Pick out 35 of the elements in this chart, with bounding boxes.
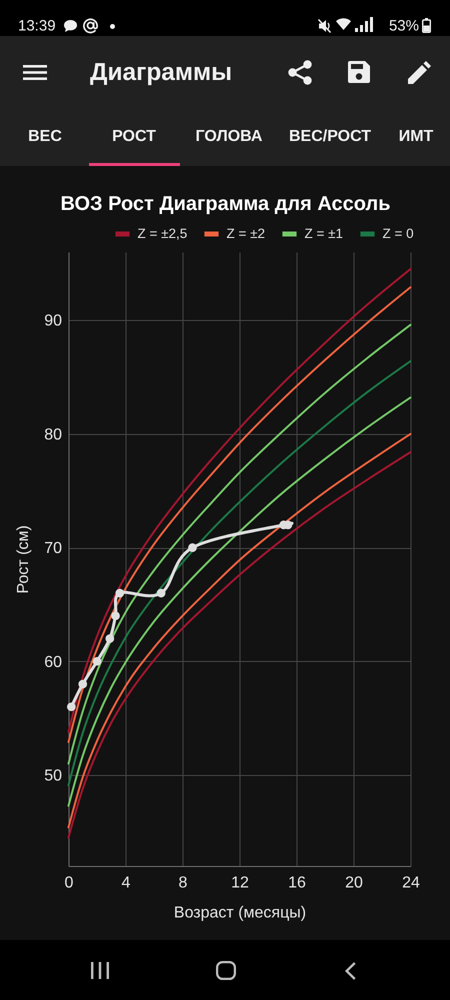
point [188,543,197,552]
text: 13:39 [18,18,56,34]
x-tick-label: 4 [122,874,131,892]
x-tick-label: 0 [64,874,74,892]
point [105,634,114,643]
x-axis-title: Возраст (месяцы) [174,904,306,922]
point [67,702,76,712]
legend-label: Z = ±2,5 [138,226,188,241]
text: РОСТ [112,128,156,145]
x-tick-label: 16 [288,874,306,892]
text: ВЕС/РОСТ [288,128,372,145]
x-tick-label: 24 [402,874,420,892]
text: ГОЛОВА [196,128,262,145]
y-tick-label: 60 [44,654,62,671]
y-tick-label: 50 [44,768,62,785]
text: 53% [388,18,419,34]
point [115,588,124,598]
y-axis-title: Рост (см) [15,525,32,594]
text: ИМТ [398,128,434,145]
x-tick-label: 12 [231,874,249,892]
legend-label: Z = 0 [382,226,414,241]
text: ВЕС [28,128,62,145]
legend-label: Z = ±2 [226,226,266,241]
point [92,657,102,666]
text: Диаграммы [90,58,232,86]
y-tick-label: 70 [44,540,62,558]
point [111,612,120,620]
point [78,680,88,688]
x-tick-label: 8 [178,874,188,892]
chart-title: ВОЗ Рост Диаграмма для Ассоль [60,193,390,215]
x-tick-label: 20 [345,874,363,892]
point [156,588,166,598]
y-tick-label: 80 [44,426,62,444]
legend-label: Z = ±1 [304,226,344,241]
y-tick-label: 90 [44,312,62,330]
